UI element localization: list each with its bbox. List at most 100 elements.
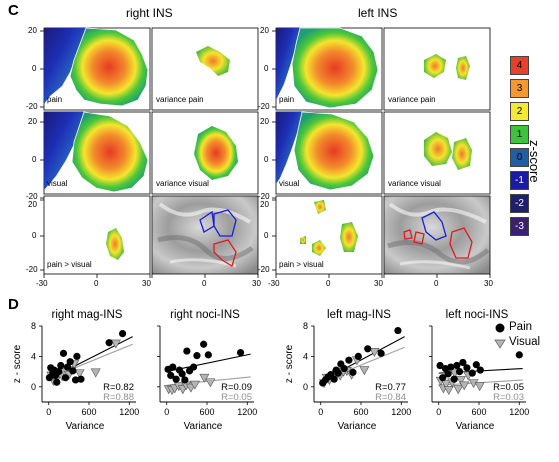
point-visual — [453, 385, 464, 395]
point-pain — [453, 361, 461, 370]
point-pain — [53, 378, 61, 386]
point-pain — [377, 349, 385, 357]
r-label-pain: R=0.77 — [375, 382, 406, 393]
map-r3c4 — [383, 195, 491, 275]
point-visual — [359, 366, 370, 376]
point-pain — [345, 356, 353, 364]
r-label-visual: R=0.88 — [103, 392, 134, 403]
colorbar-level-5: -1 — [510, 171, 529, 190]
point-pain — [181, 376, 189, 384]
point-pain — [105, 339, 113, 347]
r-label-pain: R=0.05 — [493, 382, 524, 393]
r-label-visual: R=0.03 — [493, 392, 524, 403]
xtick-label: 0 — [326, 279, 331, 288]
x-tick-label: 1200 — [119, 407, 139, 417]
point-visual — [90, 368, 101, 378]
map-caption: variance visual — [388, 179, 441, 188]
point-visual — [205, 378, 216, 388]
ytick-label: 20 — [28, 26, 37, 35]
legend-markers — [494, 323, 506, 349]
panel-letter-d: D — [8, 296, 19, 313]
x-tick-label: 600 — [81, 407, 96, 417]
y-axis-label: z - score — [284, 344, 295, 383]
chart-title: right noci-INS — [170, 309, 240, 321]
colorbar-level-6: -2 — [510, 194, 529, 213]
map-caption: pain > visual — [47, 260, 92, 269]
point-pain — [394, 326, 402, 335]
r-label-pain: R=0.09 — [221, 382, 252, 393]
y-tick-label: 8 — [303, 321, 308, 331]
map-caption: pain — [279, 95, 295, 104]
point-visual — [110, 339, 121, 349]
map-r2c4 — [383, 111, 491, 195]
legend-visual-marker — [494, 339, 506, 349]
map-caption: pain > visual — [279, 260, 324, 269]
r-label-visual: R=0.05 — [221, 392, 252, 403]
map-r2c3 — [275, 111, 383, 195]
ytick-label: -20 — [26, 102, 38, 111]
ytick-label: -20 — [26, 265, 38, 274]
point-pain — [444, 370, 452, 378]
point-pain — [167, 371, 175, 379]
map-r1c4 — [383, 27, 491, 111]
point-pain — [77, 375, 85, 383]
map-r1c1 — [43, 27, 151, 111]
point-pain — [476, 366, 484, 374]
ytick-label: -20 — [26, 192, 38, 201]
point-visual — [459, 381, 470, 391]
x-tick-label: 1200 — [391, 407, 411, 417]
x-tick-label: 0 — [436, 407, 441, 417]
point-pain — [193, 352, 201, 360]
point-pain — [73, 352, 81, 360]
panel-letter-c: C — [8, 2, 19, 19]
chart-title: left noci-INS — [446, 309, 509, 321]
point-pain — [169, 363, 177, 371]
xtick-label: 0 — [202, 279, 207, 288]
point-visual — [443, 386, 454, 395]
x-tick-label: 1200 — [237, 407, 257, 417]
x-axis-label: Variance — [184, 421, 223, 432]
ytick-label: 0 — [264, 231, 269, 240]
map-caption: visual — [47, 179, 68, 188]
ytick-label: 0 — [32, 155, 37, 164]
xtick-label: 30 — [484, 279, 493, 288]
ytick-label: -20 — [258, 265, 270, 274]
x-tick-label: 0 — [164, 407, 169, 417]
ytick-label: 20 — [260, 26, 269, 35]
colorbar-label: z-score — [527, 140, 542, 183]
map-caption: visual — [279, 179, 300, 188]
ytick-label: -20 — [258, 102, 270, 111]
ytick-label: 0 — [264, 155, 269, 164]
map-r3c3 — [275, 195, 383, 275]
x-tick-label: 600 — [353, 407, 368, 417]
colorbar-level-7: -3 — [510, 217, 529, 236]
point-pain — [200, 340, 208, 348]
point-pain — [189, 363, 198, 371]
ytick-label: 20 — [28, 200, 37, 209]
colorbar-level-3: 1 — [510, 125, 529, 144]
y-tick-label: 4 — [31, 351, 36, 361]
title-right-ins: right INS — [126, 6, 173, 20]
x-tick-label: 0 — [46, 407, 51, 417]
point-pain — [63, 363, 72, 371]
colorbar-level-4: 0 — [510, 148, 529, 167]
point-pain — [178, 370, 186, 378]
point-pain — [118, 330, 127, 338]
y-tick-label: 4 — [303, 351, 308, 361]
brain-map-grid — [40, 27, 491, 278]
point-pain — [459, 358, 467, 367]
point-pain — [447, 363, 455, 371]
ytick-label: 20 — [28, 117, 37, 126]
point-pain — [236, 349, 245, 357]
point-pain — [515, 351, 523, 359]
ytick-label: 20 — [260, 117, 269, 126]
xtick-label: 30 — [142, 279, 151, 288]
xtick-label: 30 — [374, 279, 383, 288]
map-caption: pain — [47, 95, 63, 104]
chart-title: left mag-INS — [327, 309, 391, 321]
x-tick-label: 600 — [471, 407, 486, 417]
xtick-label: 0 — [434, 279, 439, 288]
point-pain — [66, 358, 74, 366]
map-r1c2 — [151, 27, 259, 111]
point-pain — [334, 369, 342, 377]
